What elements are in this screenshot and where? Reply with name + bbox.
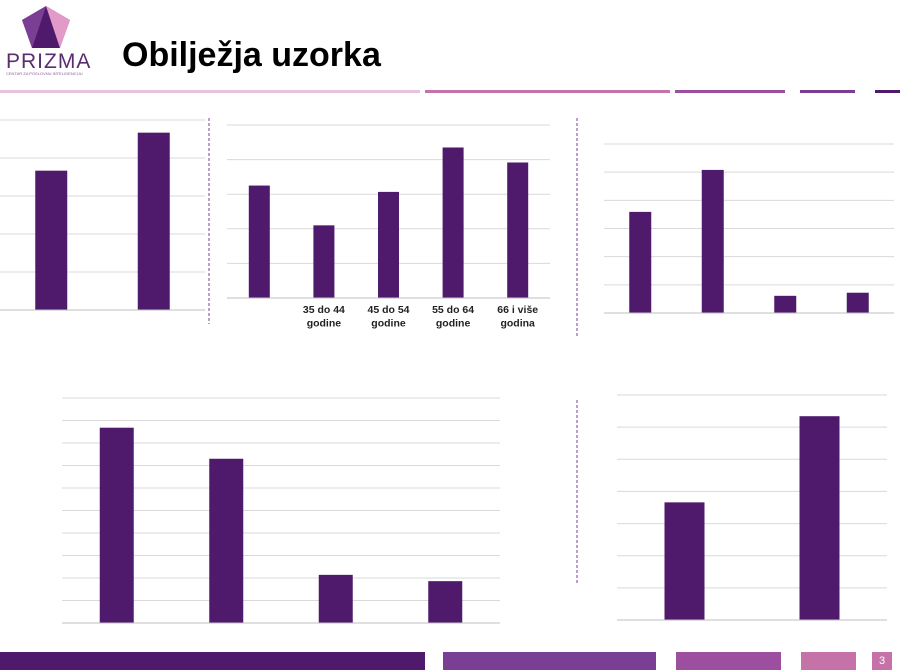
- bar-2: [318, 574, 353, 623]
- bar-0: [664, 502, 705, 620]
- employment-chart: [62, 397, 500, 624]
- category-label: 35 do 44 godine: [303, 304, 345, 330]
- bar-2: [378, 191, 399, 298]
- page-number: 3: [872, 652, 892, 670]
- education-chart: [604, 143, 894, 314]
- bar-1: [209, 458, 244, 623]
- page-title: Obilježja uzorka: [122, 36, 381, 74]
- geography-chart: [617, 394, 887, 621]
- gender-chart: [0, 119, 205, 311]
- header-divider: [0, 90, 900, 93]
- bar-0: [629, 211, 652, 313]
- bar-3: [442, 147, 464, 298]
- bar-3: [846, 292, 869, 313]
- bar-1: [137, 132, 170, 310]
- bar-1: [701, 169, 724, 313]
- bar-0: [248, 185, 270, 298]
- separator: [208, 118, 210, 324]
- category-label: 55 do 64 godine: [432, 304, 474, 330]
- bar-3: [428, 581, 463, 623]
- separator: [576, 118, 578, 338]
- logo-text: PRIZMA: [6, 50, 92, 73]
- prizma-logo-icon: [22, 6, 70, 48]
- logo-subtitle: CENTAR ZA POSLOVNU INTELIGENCIJU: [6, 71, 83, 76]
- category-label: 66 i više godina: [497, 304, 538, 330]
- bar-0: [99, 427, 134, 623]
- bar-0: [35, 170, 68, 310]
- bar-1: [799, 416, 840, 620]
- category-label: 45 do 54 godine: [367, 304, 409, 330]
- bar-2: [774, 295, 797, 313]
- footer-bar: [0, 652, 856, 670]
- bar-1: [313, 225, 335, 298]
- separator: [576, 400, 578, 585]
- age-chart: 35 do 44 godine 45 do 54 godine 55 do 64 godi…: [227, 124, 550, 330]
- bar-4: [507, 162, 529, 298]
